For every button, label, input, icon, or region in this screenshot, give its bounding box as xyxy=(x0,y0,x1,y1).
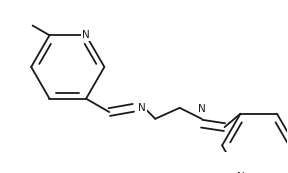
Text: N: N xyxy=(82,30,90,40)
Text: N: N xyxy=(198,104,206,114)
Text: N: N xyxy=(236,172,244,173)
Text: N: N xyxy=(138,103,146,113)
